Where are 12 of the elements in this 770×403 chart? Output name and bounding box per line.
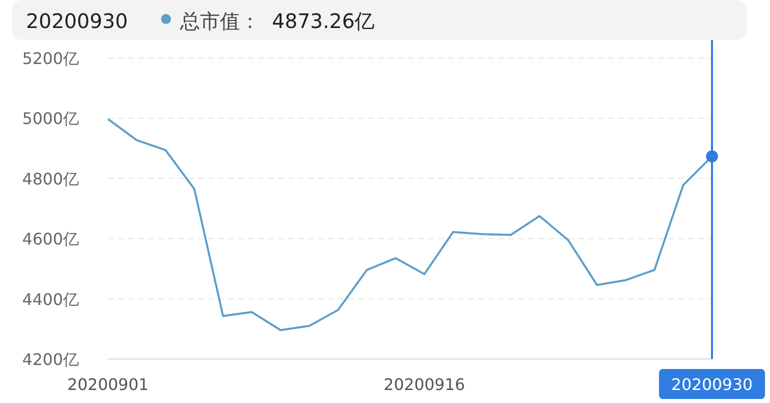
text: 4873.26亿 [272,9,375,33]
y-tick-label: 4400亿 [22,290,79,309]
y-tick-label: 4200亿 [22,350,79,369]
x-tick-label: 20200930 [671,375,753,394]
category-label: 20200930 [26,9,128,33]
y-tick-label: 4600亿 [22,230,79,249]
y-tick-label: 5000亿 [22,109,79,128]
legend-label: 总市值： [179,9,260,33]
y-tick-label: 4800亿 [22,169,79,188]
x-tick-label: 20200916 [384,375,466,394]
x-tick-label: 20200901 [67,375,149,394]
y-tick-label: 5200亿 [22,49,79,68]
